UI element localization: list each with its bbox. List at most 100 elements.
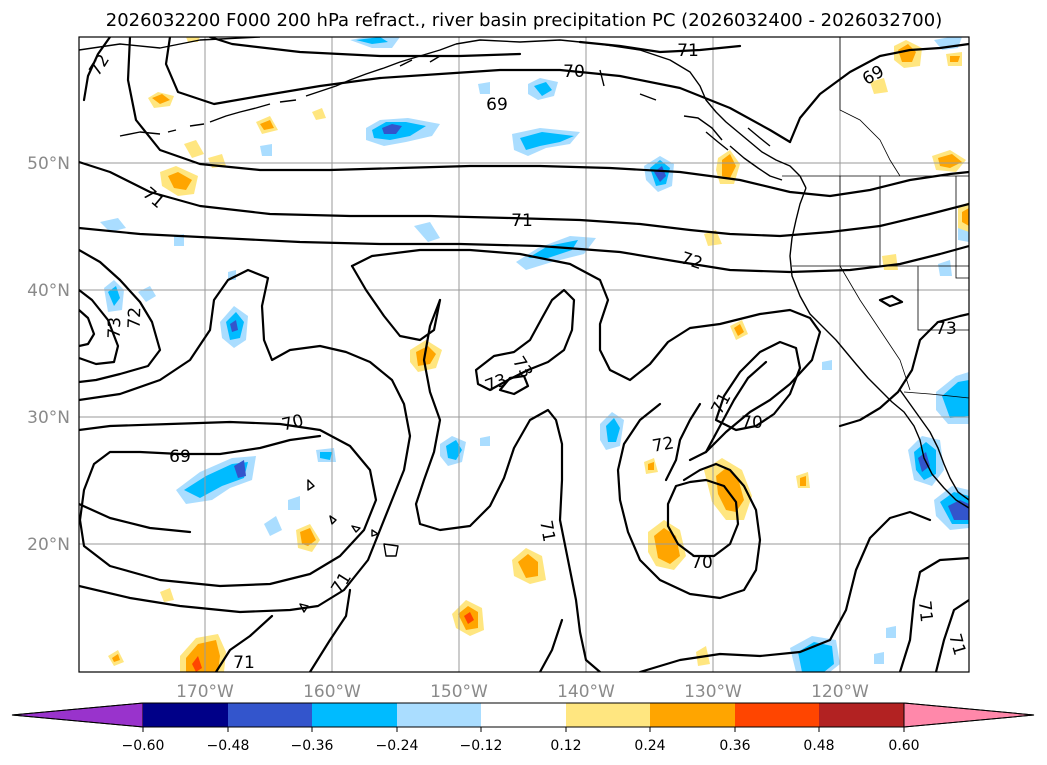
lat-label: 40°N bbox=[27, 281, 70, 301]
precip-negative-area bbox=[446, 440, 462, 460]
colorbar-segment bbox=[819, 703, 904, 727]
contour-line bbox=[79, 308, 96, 348]
contour-line bbox=[79, 420, 378, 588]
precip-negative-area bbox=[356, 37, 388, 44]
precip-negative-area bbox=[480, 436, 490, 446]
precip-positive-area bbox=[938, 154, 962, 168]
lon-label: 170°W bbox=[176, 682, 234, 702]
contour-line bbox=[578, 40, 742, 54]
precip-negative-area bbox=[234, 460, 246, 478]
refractivity-contours bbox=[79, 37, 969, 672]
alaska-coastline bbox=[79, 37, 261, 51]
colorbar-tick-label: −0.12 bbox=[460, 738, 503, 754]
precip-negative-area bbox=[230, 320, 238, 332]
precip-negative-area bbox=[886, 626, 896, 638]
contour-line bbox=[934, 598, 969, 672]
precip-negative-area bbox=[528, 240, 578, 258]
precip-positive-area bbox=[312, 108, 326, 120]
precip-positive-area bbox=[300, 528, 316, 546]
colorbar-tick-label: −0.24 bbox=[376, 738, 419, 754]
map-frame bbox=[78, 36, 970, 673]
contour-label: 69 bbox=[169, 447, 191, 467]
colorbar-tick-label: −0.60 bbox=[122, 738, 165, 754]
contour-line bbox=[350, 248, 822, 462]
colorbar-segment bbox=[312, 703, 397, 727]
precip-negative-area bbox=[918, 452, 930, 472]
contour-line bbox=[208, 37, 522, 58]
precip-positive-area bbox=[260, 120, 274, 130]
precip-negative-area bbox=[382, 124, 402, 134]
lat-label: 50°N bbox=[27, 154, 70, 174]
map-content: 72 71 70 69 71 69 71 72 73 72 73 73 73 7… bbox=[79, 37, 969, 672]
contour-line bbox=[79, 268, 412, 614]
us-state-borders bbox=[792, 176, 969, 391]
contour-label: 71 bbox=[511, 211, 533, 231]
precip-negative-area bbox=[414, 222, 440, 242]
precip-positive-area bbox=[416, 346, 436, 366]
precip-positive-area bbox=[898, 44, 916, 62]
colorbar-segment bbox=[228, 703, 312, 727]
lon-label: 150°W bbox=[430, 682, 488, 702]
precip-negative-area bbox=[822, 360, 832, 370]
contour-line bbox=[126, 37, 969, 198]
us-mexico-border bbox=[903, 391, 969, 399]
precip-negative-area bbox=[534, 82, 552, 96]
precip-positive-area bbox=[464, 612, 474, 624]
hawaii-islands bbox=[307, 479, 399, 557]
precip-negative-area bbox=[108, 286, 120, 306]
contour-line bbox=[664, 402, 702, 482]
precip-negative-area bbox=[288, 496, 300, 510]
precip-positive-area bbox=[112, 654, 120, 662]
contour-label: 70 bbox=[563, 62, 585, 82]
precip-negative-area bbox=[372, 122, 426, 140]
contour-label: 70 bbox=[691, 553, 713, 573]
contour-line bbox=[666, 478, 740, 558]
contour-line bbox=[638, 510, 932, 672]
precip-negative-area bbox=[260, 144, 272, 156]
precip-negative-area bbox=[320, 452, 332, 460]
contour-label: 73 bbox=[935, 319, 957, 339]
precip-negative-area bbox=[264, 516, 282, 536]
colorbar-tick-label: 0.36 bbox=[719, 738, 750, 754]
precip-positive-area bbox=[648, 462, 654, 470]
precip-negative-area bbox=[520, 132, 574, 150]
contour-line bbox=[498, 374, 530, 396]
lat-label: 30°N bbox=[27, 408, 70, 428]
canada-islands-coastline bbox=[399, 55, 783, 181]
precip-positive-area bbox=[950, 56, 960, 62]
precip-positive-area bbox=[800, 476, 806, 486]
precip-positive-area bbox=[152, 94, 170, 104]
contour-label: 70 bbox=[741, 413, 763, 433]
colorbar-segment bbox=[650, 703, 735, 727]
precip-positive-area bbox=[962, 208, 969, 226]
contour-label: 69 bbox=[486, 95, 508, 115]
precip-negative-area bbox=[938, 260, 952, 276]
contour-line bbox=[79, 502, 192, 534]
colorbar-segment bbox=[397, 703, 481, 727]
contour-label: 73 bbox=[105, 317, 126, 339]
colorbar-extend-left bbox=[11, 702, 144, 728]
contour-line bbox=[714, 340, 802, 432]
precip-negative-area bbox=[100, 218, 126, 232]
precip-positive-area bbox=[722, 154, 736, 178]
contour-line bbox=[474, 288, 576, 392]
contour-line bbox=[898, 556, 969, 672]
contour-label: 71 bbox=[677, 41, 699, 61]
alaska-gulf-coastline bbox=[455, 39, 807, 189]
colorbar-tick-label: 0.12 bbox=[550, 738, 581, 754]
colorbar-segment bbox=[566, 703, 650, 727]
figure-title: 2026032200 F000 200 hPa refract., river … bbox=[106, 10, 942, 31]
colorbar-tick-label: 0.48 bbox=[803, 738, 834, 754]
contour-line bbox=[350, 264, 442, 342]
map-panel: 72 71 70 69 71 69 71 72 73 72 73 73 73 7… bbox=[78, 36, 970, 673]
us-west-coastline bbox=[789, 187, 969, 509]
precip-positive-area bbox=[160, 588, 174, 602]
colorbar-segment bbox=[735, 703, 819, 727]
graticule bbox=[79, 37, 969, 672]
contour-line bbox=[788, 42, 969, 144]
contour-line bbox=[164, 37, 792, 144]
precip-positive-area bbox=[734, 324, 744, 336]
contour-line bbox=[838, 312, 969, 428]
precip-negative-area bbox=[184, 462, 248, 498]
colorbar-tick-label: −0.36 bbox=[291, 738, 334, 754]
